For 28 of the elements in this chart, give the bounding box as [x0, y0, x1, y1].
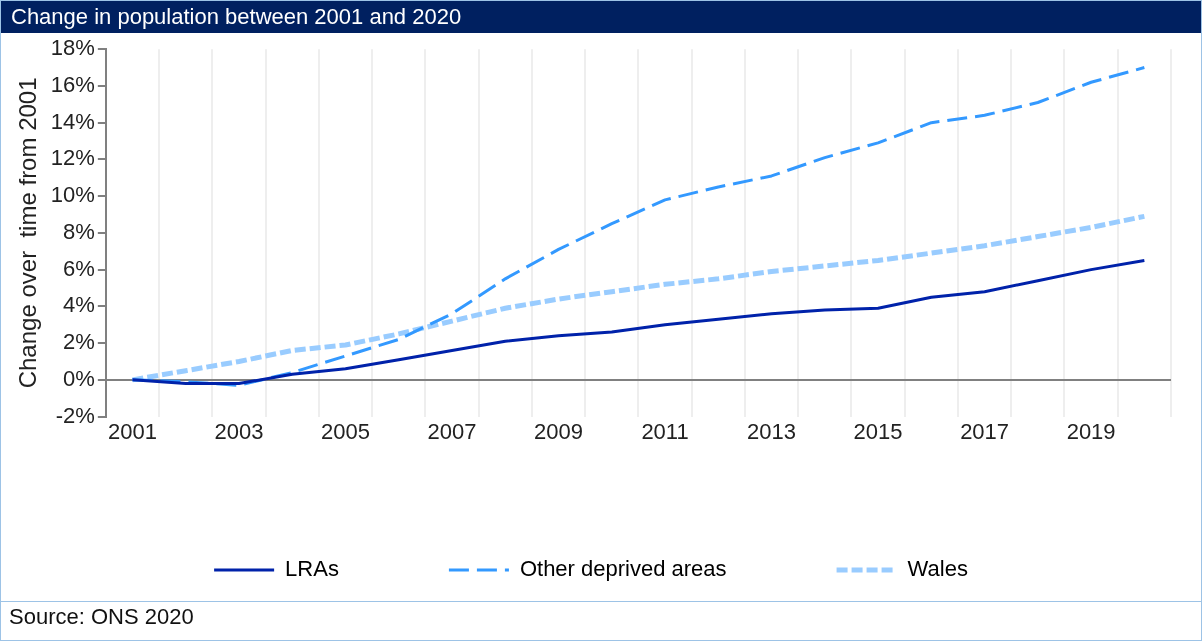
y-tick-label: 0%	[63, 365, 95, 391]
y-tick-label: 4%	[63, 292, 95, 318]
line-series	[130, 66, 1146, 387]
chart-title: Change in population between 2001 and 2020	[1, 1, 1201, 33]
x-tick-label: 2007	[427, 418, 477, 444]
y-tick-label: 16%	[50, 72, 95, 97]
y-tick-label: 14%	[50, 108, 95, 134]
x-tick-label: 2005	[321, 418, 370, 444]
x-tick-label: 2011	[641, 418, 689, 444]
y-tick-label: 2%	[63, 329, 95, 355]
x-tick-label: 2003	[214, 418, 264, 444]
legend-label: Wales	[907, 556, 968, 582]
source-note: Source: ONS 2020	[9, 604, 195, 630]
y-tick-label: 12%	[50, 145, 95, 171]
legend-label: LRAs	[285, 556, 339, 582]
y-axis-title: Change over time from 2001	[14, 77, 42, 389]
x-tick-label: 2019	[1066, 418, 1116, 444]
x-tick-label: 2001	[107, 418, 157, 444]
y-tick-label: 10%	[50, 182, 95, 208]
y-tick-label: 6%	[63, 255, 95, 281]
legend-label: Other deprived areas	[519, 556, 727, 582]
y-tick-label: 18%	[50, 35, 95, 61]
y-tick-label: 8%	[63, 218, 95, 244]
x-tick-label: 2013	[747, 418, 797, 444]
x-tick-label: 2017	[960, 418, 1010, 444]
y-tick-label: -2%	[55, 402, 95, 428]
x-tick-label: 2015	[853, 418, 903, 444]
x-tick-label: 2009	[534, 418, 584, 444]
